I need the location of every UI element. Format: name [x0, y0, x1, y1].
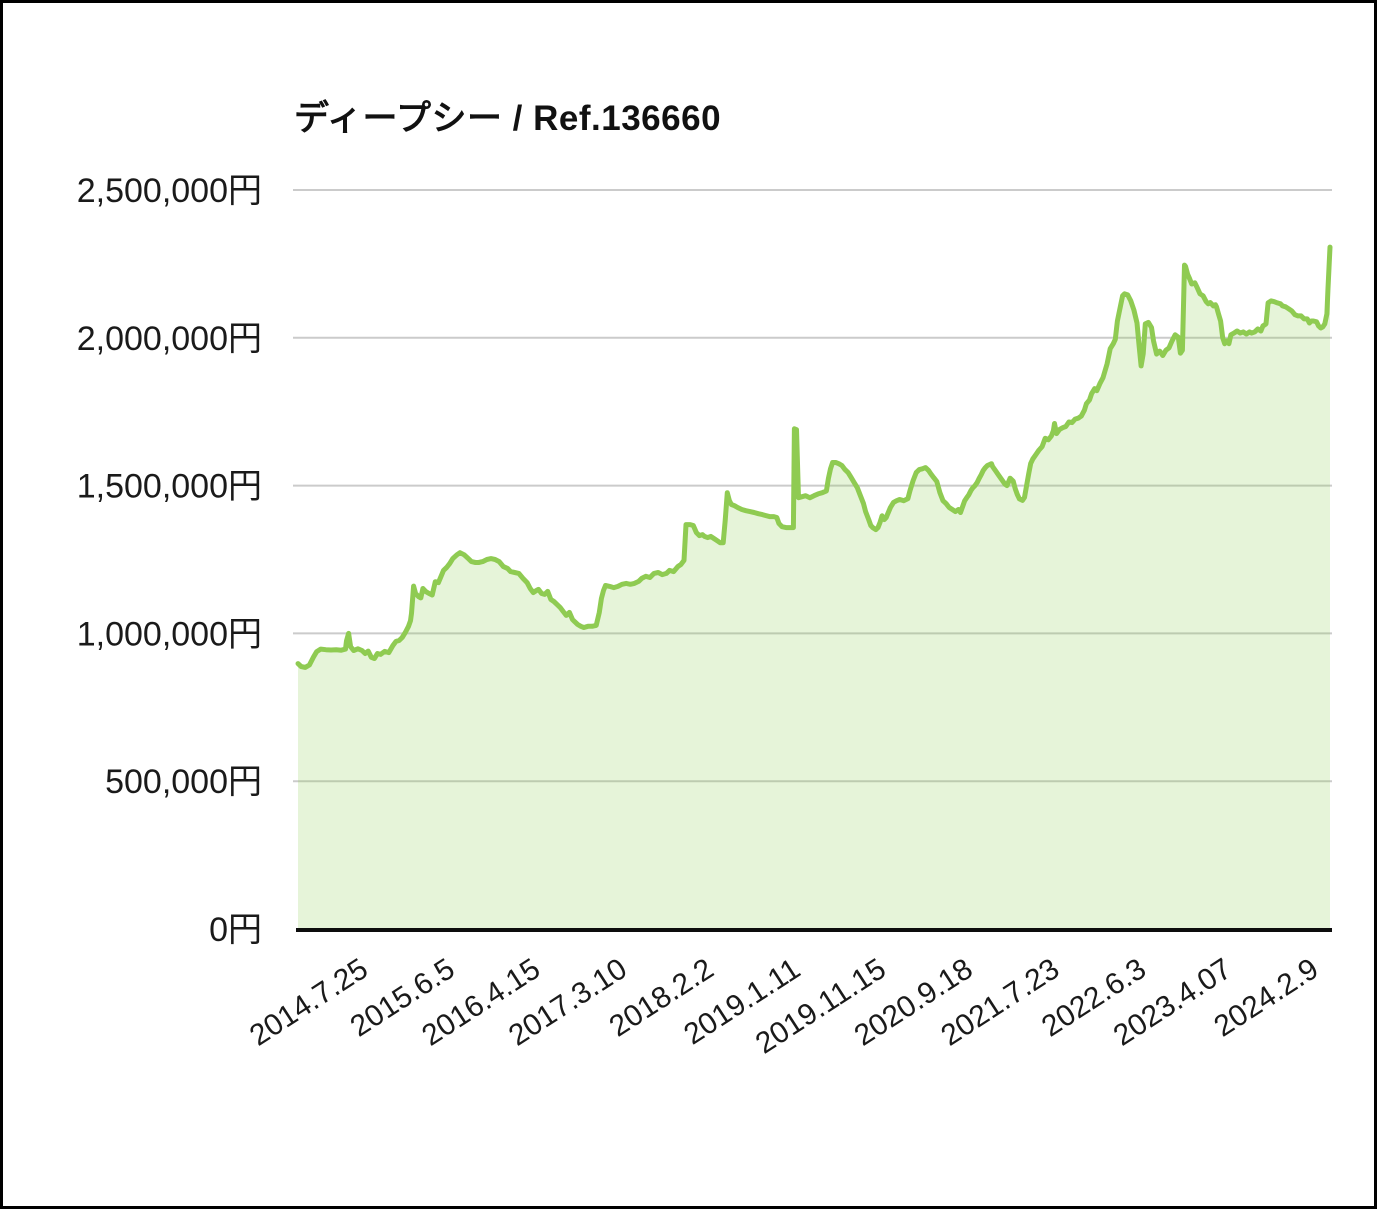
price-area — [298, 247, 1330, 930]
y-tick-label: 2,500,000円 — [77, 172, 262, 210]
y-tick-label: 2,000,000円 — [77, 320, 262, 358]
x-tick-label: 2014.7.25 — [244, 952, 374, 1052]
y-tick-label: 1,000,000円 — [77, 615, 262, 653]
y-tick-label: 1,500,000円 — [77, 468, 262, 506]
price-line — [295, 244, 1333, 670]
y-tick-label: 0円 — [209, 911, 262, 949]
y-tick-label: 500,000円 — [105, 763, 262, 801]
chart-title: ディープシー / Ref.136660 — [294, 99, 722, 138]
